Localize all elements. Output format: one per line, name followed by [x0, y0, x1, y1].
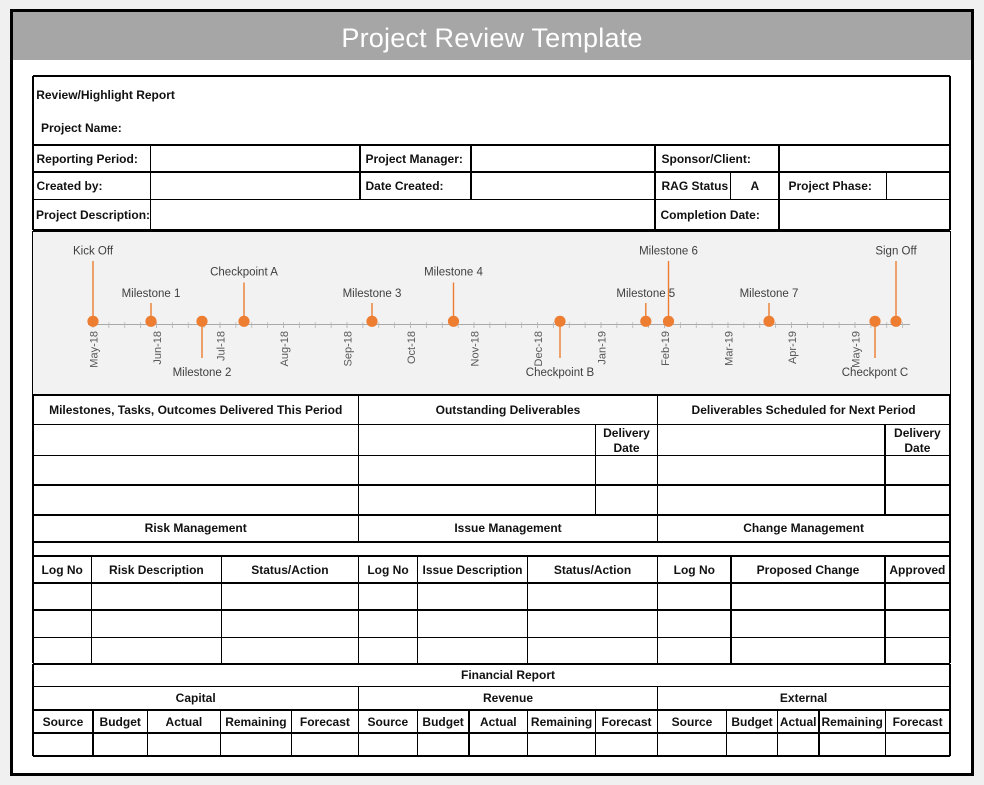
svg-text:Milestone 6: Milestone 6 [639, 246, 698, 258]
svg-text:Apr-19: Apr-19 [787, 331, 799, 364]
svg-text:May-18: May-18 [89, 331, 101, 368]
svg-text:Sign Off: Sign Off [875, 246, 917, 258]
svg-text:Aug-18: Aug-18 [279, 331, 291, 366]
svg-text:Milestone 5: Milestone 5 [616, 288, 675, 300]
svg-text:Milestone 3: Milestone 3 [343, 288, 402, 300]
svg-text:Nov-18: Nov-18 [470, 331, 482, 366]
svg-text:Sep-18: Sep-18 [343, 331, 355, 366]
svg-text:Milestone 1: Milestone 1 [122, 288, 181, 300]
svg-text:Mar-19: Mar-19 [724, 331, 736, 366]
svg-text:Dec-18: Dec-18 [533, 331, 545, 366]
svg-text:Milestone 4: Milestone 4 [424, 267, 483, 279]
svg-text:Milestone 7: Milestone 7 [740, 288, 799, 300]
svg-text:Checkpoint A: Checkpoint A [210, 267, 278, 279]
svg-text:Oct-18: Oct-18 [406, 331, 418, 364]
svg-text:Jul-18: Jul-18 [216, 331, 228, 361]
svg-text:Jun-18: Jun-18 [152, 331, 164, 365]
svg-text:Checkpoint B: Checkpoint B [526, 367, 595, 379]
svg-text:Milestone 2: Milestone 2 [173, 367, 232, 379]
svg-text:Kick Off: Kick Off [73, 246, 114, 258]
svg-text:Jan-19: Jan-19 [597, 331, 609, 365]
svg-text:Feb-19: Feb-19 [660, 331, 672, 366]
svg-text:Checkpont C: Checkpont C [842, 367, 908, 379]
svg-text:May-19: May-19 [851, 331, 863, 368]
